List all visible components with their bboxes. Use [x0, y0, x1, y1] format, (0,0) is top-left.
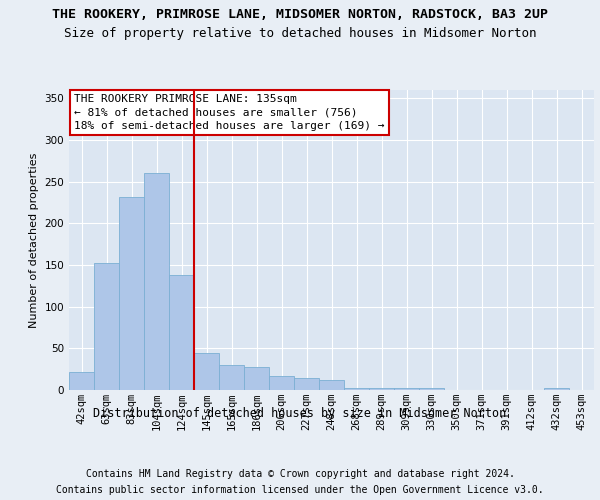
Text: Contains public sector information licensed under the Open Government Licence v3: Contains public sector information licen… — [56, 485, 544, 495]
Bar — [219, 365, 244, 390]
Text: THE ROOKERY, PRIMROSE LANE, MIDSOMER NORTON, RADSTOCK, BA3 2UP: THE ROOKERY, PRIMROSE LANE, MIDSOMER NOR… — [52, 8, 548, 20]
Bar — [244, 366, 269, 390]
Bar — [344, 388, 369, 390]
Bar — [269, 376, 294, 390]
Bar — [394, 388, 419, 390]
Y-axis label: Number of detached properties: Number of detached properties — [29, 152, 39, 328]
Bar — [419, 388, 444, 390]
Bar — [294, 378, 319, 390]
Bar — [544, 388, 569, 390]
Text: Contains HM Land Registry data © Crown copyright and database right 2024.: Contains HM Land Registry data © Crown c… — [86, 469, 514, 479]
Bar — [144, 174, 169, 390]
Bar — [94, 262, 119, 390]
Text: Size of property relative to detached houses in Midsomer Norton: Size of property relative to detached ho… — [64, 28, 536, 40]
Text: THE ROOKERY PRIMROSE LANE: 135sqm
← 81% of detached houses are smaller (756)
18%: THE ROOKERY PRIMROSE LANE: 135sqm ← 81% … — [74, 94, 385, 131]
Bar — [69, 372, 94, 390]
Bar — [169, 275, 194, 390]
Bar — [369, 388, 394, 390]
Bar — [194, 352, 219, 390]
Text: Distribution of detached houses by size in Midsomer Norton: Distribution of detached houses by size … — [94, 408, 506, 420]
Bar — [119, 196, 144, 390]
Bar — [319, 380, 344, 390]
